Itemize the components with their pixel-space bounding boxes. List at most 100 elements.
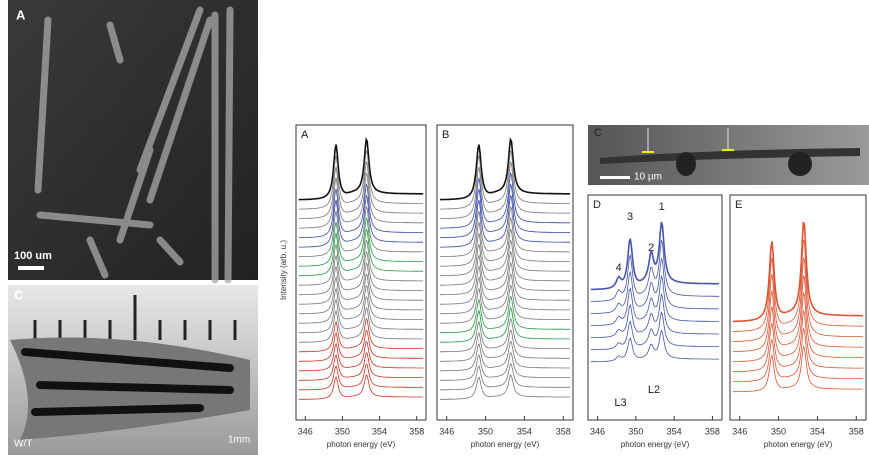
panel-frame	[436, 124, 574, 421]
photo-corner-label: W/T	[14, 439, 32, 450]
spectrum	[439, 217, 571, 267]
panel-label: C	[594, 127, 602, 139]
edge-label: L2	[648, 384, 660, 396]
panel-label: D	[593, 199, 601, 211]
spectra-panels: A 346 350 354 358 photon energy (eV) B 346 350 35…	[295, 124, 867, 449]
spectrum	[732, 291, 864, 362]
spectrum	[439, 262, 571, 305]
x-tick-label: 350	[771, 426, 786, 436]
panel-label: A	[301, 129, 309, 141]
x-tick-label: 354	[810, 426, 825, 436]
scale-bar-label: 10 µm	[634, 172, 662, 183]
spectrum	[732, 239, 864, 332]
peak-label: 3	[627, 211, 633, 223]
spectrum	[439, 306, 571, 343]
spectrum	[590, 329, 720, 363]
x-tick-label: 346	[590, 426, 605, 436]
photo-label: A	[16, 7, 26, 22]
spectrum	[439, 239, 571, 286]
spectrum	[298, 205, 424, 258]
x-tick-label: 358	[705, 426, 720, 436]
peak-label: 4	[616, 262, 622, 274]
spectrum	[439, 352, 571, 381]
spectrum	[298, 137, 424, 201]
peak-label: 2	[648, 242, 654, 254]
panel-frame	[295, 124, 427, 421]
spectrum	[439, 160, 571, 219]
spectrum	[298, 284, 424, 324]
spectrum	[298, 183, 424, 238]
spectrum	[439, 228, 571, 277]
spectrum	[590, 240, 720, 302]
spectrum	[298, 318, 424, 353]
photo-label: C	[14, 287, 24, 302]
spectrum	[298, 239, 424, 286]
spectrum	[298, 171, 424, 229]
spectrum	[439, 137, 571, 201]
spectrum	[439, 149, 571, 210]
inset-c: C 10 µm	[588, 125, 869, 185]
spectrum	[439, 273, 571, 315]
x-tick-label: 346	[298, 426, 313, 436]
spectrum	[732, 275, 864, 352]
spectrum	[439, 284, 571, 324]
spectrum	[590, 311, 720, 351]
x-tick-label: 358	[556, 426, 571, 436]
spectrum	[439, 340, 571, 372]
x-tick-label: 354	[667, 426, 682, 436]
spectrum	[732, 327, 864, 383]
x-tick-label: 346	[732, 426, 747, 436]
edge-label: L3	[614, 397, 626, 409]
spectrum	[298, 262, 424, 305]
spectrum	[439, 318, 571, 353]
x-tick-label: 358	[409, 426, 424, 436]
panel-frame	[587, 194, 723, 421]
x-axis-label: photon energy (eV)	[327, 440, 396, 449]
spectrum	[298, 160, 424, 219]
spectrum	[298, 149, 424, 210]
scale-bar-label: 1mm	[228, 435, 250, 446]
spectrum	[298, 351, 424, 381]
spectrum	[732, 221, 864, 323]
x-tick-label: 354	[372, 426, 387, 436]
spectrum	[298, 306, 424, 343]
spectrum	[298, 295, 424, 334]
spectrum	[732, 345, 864, 393]
x-tick-label: 358	[849, 426, 864, 436]
x-axis-label: photon energy (eV)	[764, 440, 833, 449]
spectrum	[590, 221, 720, 291]
spectrum	[439, 250, 571, 296]
spectrum	[439, 374, 571, 400]
spectrum	[298, 340, 424, 372]
x-axis-label: photon energy (eV)	[621, 440, 690, 449]
peak-label: 1	[659, 201, 665, 213]
spectrum	[439, 295, 571, 334]
spectrum	[439, 329, 571, 362]
x-tick-label: 354	[517, 426, 532, 436]
spectrum	[732, 257, 864, 342]
photo-c: C W/T 1mm	[8, 285, 258, 455]
spectrum	[298, 228, 424, 277]
spectrum	[590, 274, 720, 326]
x-tick-label: 346	[439, 426, 454, 436]
photo-a: A 100 um	[8, 0, 258, 284]
spectrum	[590, 258, 720, 314]
spectrum	[439, 172, 571, 229]
spectrum	[439, 205, 571, 258]
spectrum	[439, 363, 571, 391]
x-axis-label: photon energy (eV)	[471, 440, 540, 449]
spectrum	[590, 293, 720, 339]
spectrum	[439, 194, 571, 248]
panel-frame	[729, 194, 867, 421]
x-tick-label: 350	[335, 426, 350, 436]
scale-bar-label: 100 um	[14, 250, 52, 262]
spectrum	[298, 363, 424, 391]
panel-label: B	[442, 129, 449, 141]
spectrum	[439, 183, 571, 238]
spectrum	[298, 250, 424, 296]
x-tick-label: 350	[628, 426, 643, 436]
spectrum	[298, 216, 424, 267]
x-tick-label: 350	[478, 426, 493, 436]
spectrum	[298, 374, 424, 400]
